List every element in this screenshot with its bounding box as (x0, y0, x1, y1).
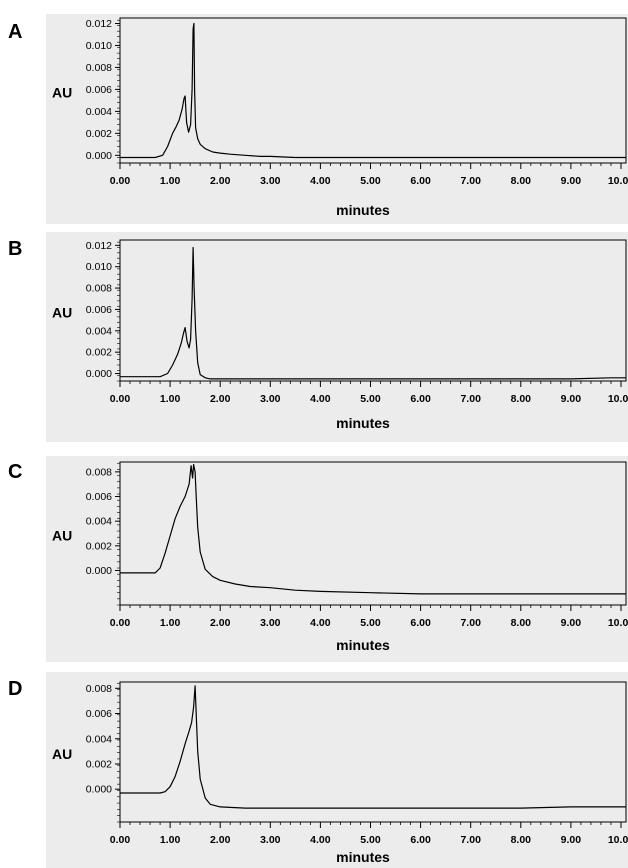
x-tick-label-a: 8.00 (511, 175, 532, 187)
y-tick-label-a: 0.012 (86, 18, 112, 30)
plot-frame-b (119, 239, 627, 382)
chart-panel-c: 0.00 1.00 2.00 3.00 4.00 5.00 6.00 7.00 8.00 9.00… (52, 461, 628, 653)
x-tick-label-d: 4.00 (310, 834, 331, 846)
y-tick-label-d: 0.008 (86, 683, 112, 695)
x-tick-label-d: 0.00 (110, 834, 131, 846)
y-tick-label-c: 0.000 (86, 565, 112, 577)
x-axis-label-c: minutes (336, 637, 390, 653)
x-axis-label-a: minutes (336, 202, 390, 218)
panel-label-b: B (8, 238, 23, 260)
x-tick-label-a: 2.00 (210, 175, 231, 187)
chromatogram-trace-b (120, 246, 626, 380)
x-tick-label-a: 5.00 (360, 175, 381, 187)
y-tick-label-c: 0.008 (86, 466, 112, 478)
x-tick-label-d: 7.00 (460, 834, 481, 846)
x-tick-label-b: 1.00 (160, 393, 181, 405)
plot-frame-d (119, 681, 627, 823)
x-tick-label-c: 8.00 (511, 617, 532, 629)
panel-label-d: D (8, 678, 23, 700)
panel-c-background (46, 456, 628, 662)
x-tick-label-b: 4.00 (310, 393, 331, 405)
y-tick-label-a: 0.004 (86, 106, 112, 118)
x-tick-label-d: 8.00 (511, 834, 532, 846)
y-tick-label-a: 0.002 (86, 128, 112, 140)
x-tick-label-d: 3.00 (260, 834, 281, 846)
panel-b-background (46, 232, 628, 442)
x-tick-label-b: 9.00 (561, 393, 582, 405)
y-axis-label-a: AU (52, 85, 72, 101)
x-tick-label-d: 9.00 (561, 834, 582, 846)
x-tick-label-d: 2.00 (210, 834, 231, 846)
y-tick-label-d: 0.004 (86, 733, 112, 745)
panel-a-background (46, 14, 628, 224)
y-tick-label-b: 0.010 (86, 261, 112, 273)
x-axis-label-d: minutes (336, 849, 390, 865)
panel-label-a: A (8, 21, 23, 43)
plot-frame-a (119, 17, 627, 164)
plot-frame-c (119, 461, 627, 606)
x-tick-label-b: 5.00 (360, 393, 381, 405)
y-axis-label-b: AU (52, 305, 72, 321)
y-tick-label-b: 0.008 (86, 283, 112, 295)
y-tick-label-a: 0.008 (86, 62, 112, 74)
panel-d-background (46, 672, 628, 868)
x-tick-label-a: 7.00 (460, 175, 481, 187)
y-tick-label-b: 0.004 (86, 325, 112, 337)
x-tick-label-b: 7.00 (460, 393, 481, 405)
x-tick-label-d: 10.00 (608, 834, 628, 846)
x-tick-label-d: 6.00 (410, 834, 431, 846)
x-axis-label-b: minutes (336, 415, 390, 431)
y-tick-label-a: 0.006 (86, 84, 112, 96)
y-axis-label-c: AU (52, 528, 72, 544)
y-axis-label-d: AU (52, 746, 72, 762)
x-tick-label-c: 5.00 (360, 617, 381, 629)
x-tick-label-c: 7.00 (460, 617, 481, 629)
x-tick-label-b: 0.00 (110, 393, 131, 405)
x-tick-label-c: 9.00 (561, 617, 582, 629)
x-tick-label-b: 10.00 (608, 393, 628, 405)
y-tick-label-d: 0.002 (86, 758, 112, 770)
chromatogram-trace-a (120, 22, 626, 159)
x-tick-label-a: 3.00 (260, 175, 281, 187)
x-tick-label-c: 0.00 (110, 617, 131, 629)
y-tick-label-c: 0.002 (86, 540, 112, 552)
x-tick-label-a: 0.00 (110, 175, 131, 187)
x-tick-label-b: 2.00 (210, 393, 231, 405)
chart-panel-a: 0.00 1.00 2.00 3.00 4.00 5.00 6.00 7.00 8.00 9.00… (52, 17, 628, 218)
chromatogram-trace-c (120, 463, 626, 595)
x-tick-label-b: 8.00 (511, 393, 532, 405)
y-tick-label-c: 0.006 (86, 491, 112, 503)
chromatogram-trace-d (120, 685, 626, 809)
x-tick-label-a: 9.00 (561, 175, 582, 187)
chart-panel-b: 0.00 1.00 2.00 3.00 4.00 5.00 6.00 7.00 8.00 9.00… (52, 239, 628, 431)
y-tick-label-c: 0.004 (86, 516, 112, 528)
x-tick-label-c: 6.00 (410, 617, 431, 629)
y-tick-label-b: 0.000 (86, 368, 112, 380)
y-tick-label-b: 0.006 (86, 304, 112, 316)
y-tick-label-a: 0.000 (86, 150, 112, 162)
y-tick-label-d: 0.006 (86, 708, 112, 720)
x-tick-label-c: 4.00 (310, 617, 331, 629)
x-tick-label-c: 3.00 (260, 617, 281, 629)
x-tick-label-a: 1.00 (160, 175, 181, 187)
x-tick-label-a: 4.00 (310, 175, 331, 187)
y-tick-label-b: 0.012 (86, 240, 112, 252)
y-tick-label-a: 0.010 (86, 40, 112, 52)
x-tick-label-b: 6.00 (410, 393, 431, 405)
y-tick-label-b: 0.002 (86, 347, 112, 359)
chart-panel-d: 0.00 1.00 2.00 3.00 4.00 5.00 6.00 7.00 8.00 9.00… (52, 681, 628, 865)
x-tick-label-d: 5.00 (360, 834, 381, 846)
x-tick-label-a: 10.00 (608, 175, 628, 187)
x-tick-label-c: 2.00 (210, 617, 231, 629)
x-tick-label-d: 1.00 (160, 834, 181, 846)
panel-label-c: C (8, 461, 23, 483)
x-tick-label-a: 6.00 (410, 175, 431, 187)
x-tick-label-c: 1.00 (160, 617, 181, 629)
x-tick-label-b: 3.00 (260, 393, 281, 405)
x-tick-label-c: 10.00 (608, 617, 628, 629)
y-tick-label-d: 0.000 (86, 784, 112, 796)
